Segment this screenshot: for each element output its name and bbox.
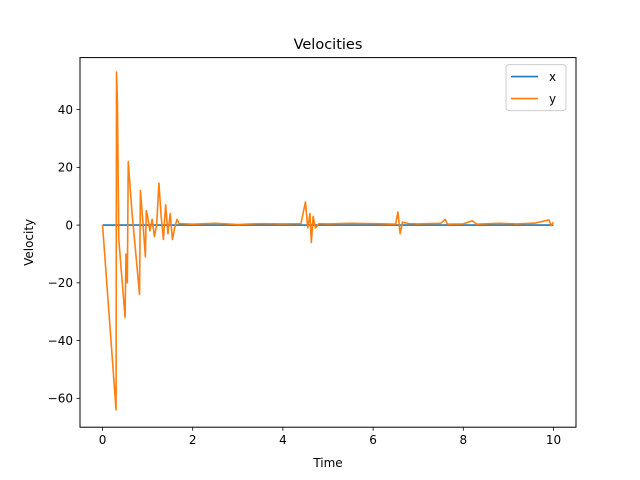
- y-tick-label: 0: [65, 218, 73, 232]
- x-tick-label: 4: [279, 433, 287, 447]
- series-line-y: [101, 71, 555, 411]
- x-tick-label: 8: [459, 433, 467, 447]
- chart-title: Velocities: [294, 37, 363, 53]
- x-tick-label: 2: [189, 433, 197, 447]
- x-axis-label: Time: [312, 456, 342, 470]
- y-tick-label: −40: [48, 334, 73, 348]
- legend-box: [505, 64, 567, 112]
- x-axis-ticks: 0 2 4 6 8 10: [99, 427, 561, 447]
- legend-label-y: y: [549, 92, 556, 106]
- legend: xy: [505, 64, 567, 112]
- x-tick-label: 6: [369, 433, 377, 447]
- y-tick-label: 20: [58, 161, 73, 175]
- y-tick-label: 40: [58, 103, 73, 117]
- x-tick-label: 10: [546, 433, 561, 447]
- y-tick-label: −20: [48, 276, 73, 290]
- axes-frame: [79, 57, 577, 428]
- y-axis-ticks: −60 −40 −20 0 20 40: [48, 103, 80, 406]
- y-axis-label: Velocity: [22, 219, 36, 266]
- x-tick-label: 0: [99, 433, 107, 447]
- series-layer: [101, 71, 555, 411]
- legend-label-x: x: [549, 70, 556, 84]
- y-tick-label: −60: [48, 392, 73, 406]
